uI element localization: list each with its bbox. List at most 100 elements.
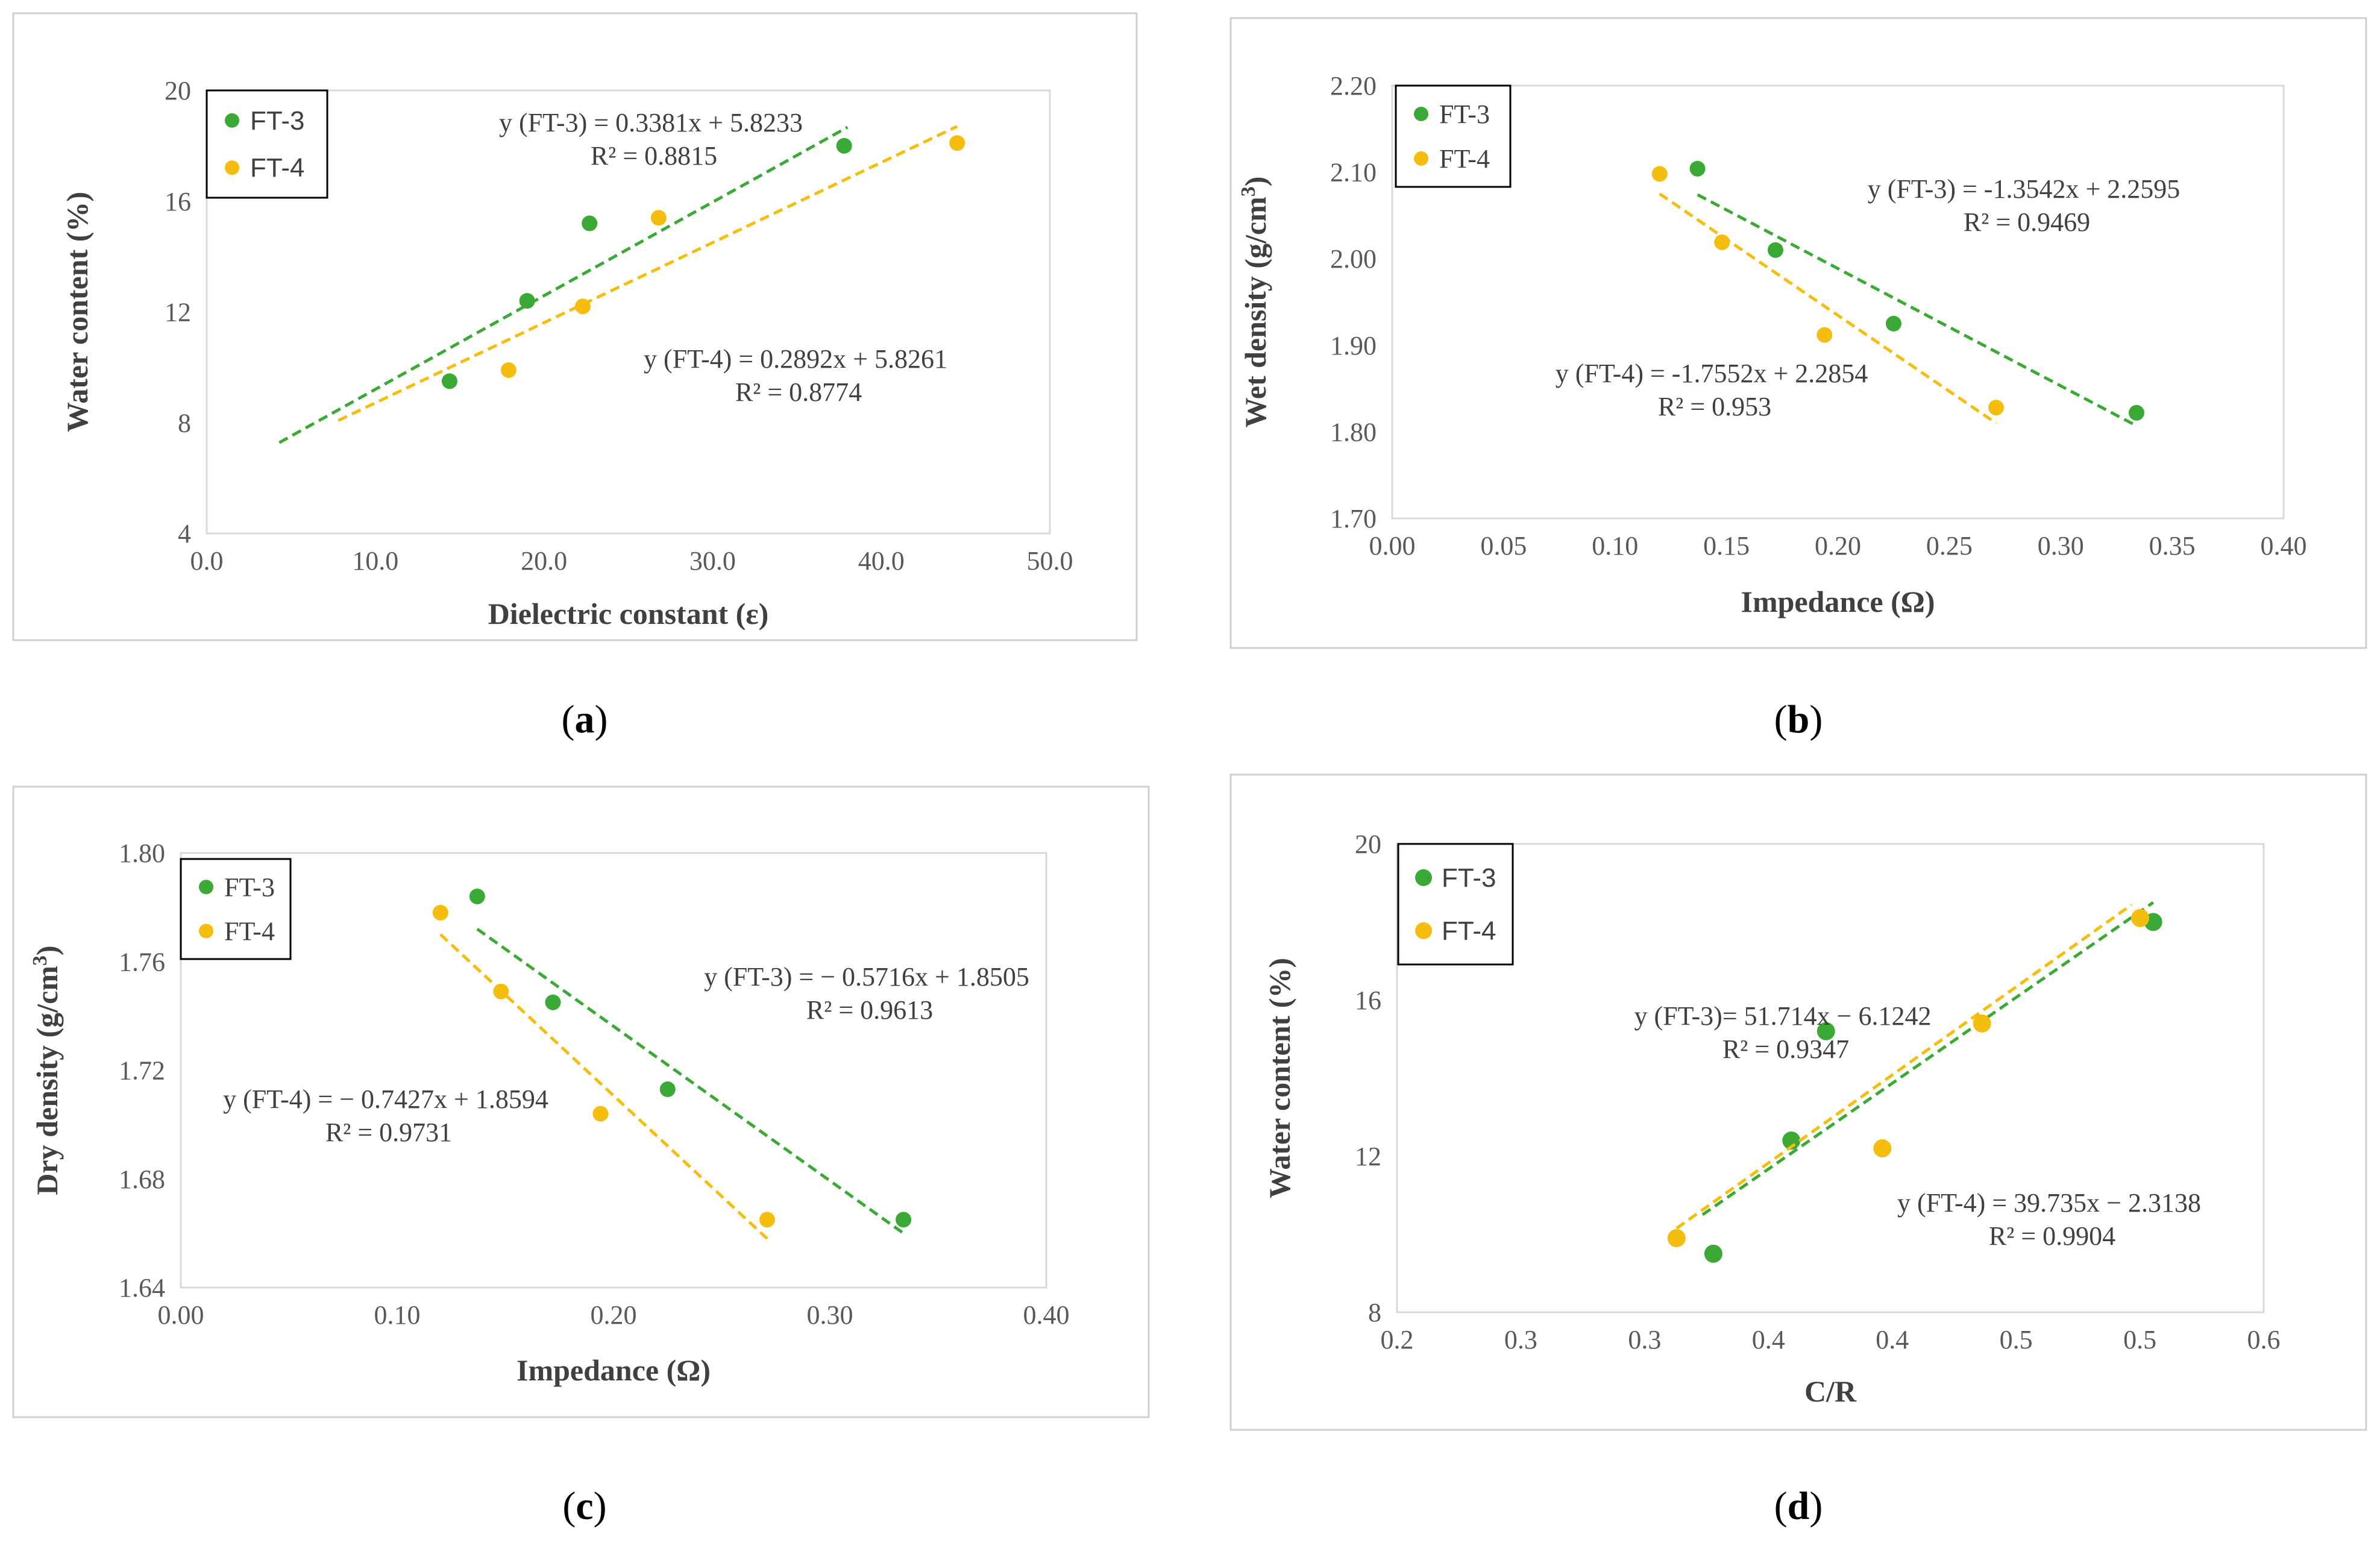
y-tick-label: 1.70 (1330, 504, 1377, 533)
legend-label: FT-4 (1439, 144, 1490, 174)
trendline-ft-3 (1697, 193, 2138, 427)
y-axis-title: Wet density (g/cm3) (1237, 177, 1272, 428)
r-squared: R² = 0.9904 (1989, 1221, 2115, 1251)
data-point-ft-4 (759, 1212, 775, 1228)
x-tick-label: 0.00 (1369, 531, 1416, 561)
legend-label: FT-4 (224, 917, 275, 946)
legend-label: FT-3 (250, 106, 304, 136)
x-tick-label: 0.35 (2149, 531, 2196, 561)
trend-equation: y (FT-4) = 0.2892x + 5.8261 (644, 344, 947, 374)
trend-equation: y (FT-4) = -1.7552x + 2.2854 (1556, 359, 1868, 388)
x-tick-label: 0.4 (1752, 1325, 1785, 1354)
y-tick-label: 8 (178, 408, 191, 438)
y-tick-label: 20 (1355, 829, 1381, 859)
y-tick-label: 2.20 (1330, 71, 1377, 101)
r-squared: R² = 0.9347 (1722, 1034, 1849, 1064)
r-squared: R² = 0.9469 (1964, 207, 2090, 237)
data-point-ft-4 (574, 298, 591, 315)
chart-panel-d: 8 12 16 20 0.2 0.3 0.3 0.4 0.4 0.5 0.5 0.6 C/R Water … (1229, 773, 2367, 1528)
trendline-ft-4 (1675, 903, 2133, 1230)
legend-marker (225, 160, 239, 175)
y-axis-title: Water content (%) (1263, 958, 1296, 1198)
legend-marker (1414, 151, 1428, 166)
data-point-ft-4 (500, 362, 517, 378)
legend-marker (1415, 922, 1432, 939)
trend-equation: y (FT-4) = − 0.7427x + 1.8594 (223, 1084, 548, 1114)
plot-area (1396, 843, 2265, 1313)
trendline-ft-4 (338, 125, 958, 422)
y-tick-label: 8 (1368, 1298, 1381, 1327)
trendline-ft-3 (476, 928, 905, 1235)
x-tick-label: 30.0 (689, 546, 736, 576)
x-tick-label: 0.20 (1815, 531, 1861, 561)
data-point-ft-3 (1816, 1022, 1835, 1040)
legend-label: FT-3 (224, 872, 275, 902)
x-tick-label: 0.25 (1926, 531, 1973, 561)
data-point-ft-4 (1816, 327, 1833, 343)
data-point-ft-3 (469, 889, 485, 905)
data-point-ft-3 (896, 1212, 912, 1228)
x-axis-title: Impedance (Ω) (517, 1353, 711, 1387)
r-squared: R² = 0.8815 (591, 141, 717, 171)
plot-area (180, 852, 1047, 1289)
r-squared: R² = 0.953 (1658, 392, 1771, 421)
x-tick-label: 0.30 (807, 1300, 853, 1330)
data-point-ft-4 (432, 905, 448, 921)
x-tick-label: 0.10 (374, 1300, 421, 1330)
trend-equation: y (FT-3) = 0.3381x + 5.8233 (499, 108, 803, 137)
data-point-ft-3 (2128, 404, 2144, 421)
trend-equation: y (FT-3)= 51.714x − 6.1242 (1634, 1001, 1932, 1031)
panel-label: (a) (562, 697, 608, 741)
legend-marker (199, 923, 213, 939)
legend-label: FT-4 (250, 153, 304, 183)
x-tick-label: 0.40 (1023, 1300, 1070, 1330)
legend-label: FT-3 (1442, 863, 1496, 893)
trendline-ft-3 (1701, 901, 2155, 1216)
data-point-ft-4 (1973, 1014, 1991, 1033)
data-point-ft-3 (836, 137, 852, 154)
data-point-ft-3 (1767, 242, 1783, 258)
y-tick-label: 1.76 (119, 947, 165, 977)
x-tick-label: 0.30 (2038, 531, 2084, 561)
data-point-ft-3 (1885, 315, 1901, 332)
y-tick-label: 2.10 (1330, 158, 1377, 187)
panel-label: (b) (1774, 697, 1823, 741)
y-tick-label: 1.72 (119, 1056, 165, 1086)
chart-panel-b: 1.70 1.80 1.90 2.00 2.10 2.20 0.00 0.05 0.10 0.15… (1229, 17, 2367, 741)
r-squared: R² = 0.8774 (735, 377, 862, 407)
trend-equation: y (FT-3) = − 0.5716x + 1.8505 (704, 962, 1029, 992)
data-point-ft-3 (519, 293, 535, 309)
legend-box (1395, 84, 1512, 188)
data-point-ft-3 (441, 373, 457, 389)
x-axis-title: Dielectric constant (ε) (488, 597, 769, 631)
y-axis-title: Water content (%) (60, 192, 94, 432)
y-tick-label: 1.68 (119, 1165, 165, 1194)
legend-marker (199, 879, 213, 895)
data-point-ft-3 (1782, 1131, 1801, 1150)
x-tick-label: 20.0 (521, 546, 567, 576)
y-tick-label: 1.80 (119, 838, 165, 868)
data-point-ft-3 (582, 215, 598, 231)
legend-marker (1415, 869, 1432, 886)
x-tick-label: 0.6 (2247, 1325, 2281, 1354)
data-point-ft-4 (1651, 166, 1668, 182)
data-point-ft-4 (1873, 1139, 1892, 1158)
legend-marker (1414, 107, 1428, 122)
x-axis-title: C/R (1804, 1374, 1857, 1408)
legend-marker (225, 113, 239, 128)
x-axis-title: Impedance (Ω) (1741, 585, 1935, 618)
data-point-ft-3 (1704, 1244, 1722, 1263)
trend-equation: y (FT-4) = 39.735x − 2.3138 (1897, 1188, 2201, 1218)
y-tick-label: 2.00 (1330, 244, 1377, 274)
data-point-ft-4 (1667, 1228, 1686, 1247)
x-tick-label: 0.2 (1381, 1325, 1414, 1354)
x-tick-label: 40.0 (858, 546, 905, 576)
x-tick-label: 0.00 (158, 1300, 204, 1330)
chart-panel-a: 4 8 12 16 20 0.0 10.0 20.0 30.0 40.0 50.0 Dielectri… (12, 12, 1138, 741)
x-tick-label: 0.5 (2000, 1325, 2033, 1354)
y-tick-label: 1.64 (119, 1273, 165, 1303)
chart-frame (12, 12, 1138, 641)
legend-label: FT-4 (1442, 916, 1496, 946)
trend-equation: y (FT-3) = -1.3542x + 2.2595 (1868, 174, 2181, 204)
